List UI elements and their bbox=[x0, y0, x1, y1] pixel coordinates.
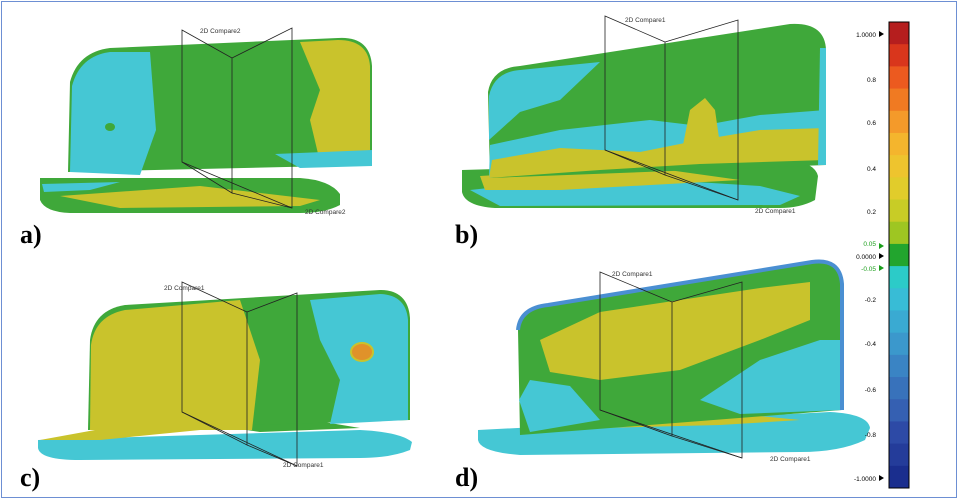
colorbar-segment bbox=[889, 221, 909, 245]
colorbar-segment bbox=[889, 44, 909, 67]
panel-b-compare-plane bbox=[604, 15, 739, 201]
colorbar-zero-label: 0.0000 bbox=[856, 254, 876, 261]
panel-c-compare-label-top: 2D Compare1 bbox=[164, 285, 205, 292]
panel-b-compare-label-top: 2D Compare1 bbox=[625, 17, 666, 24]
panel-d-base bbox=[478, 412, 870, 455]
colorbar-tick-0: 0.8 bbox=[867, 77, 876, 84]
panel-a-compare-label-top: 2D Compare2 bbox=[200, 28, 241, 35]
colorbar-border bbox=[888, 21, 910, 489]
colorbar-segment bbox=[889, 310, 909, 334]
colorbar-segment bbox=[889, 66, 909, 90]
panel-a-base-yellow bbox=[60, 186, 320, 208]
panel-c-base bbox=[38, 430, 412, 460]
colorbar-tick-7: -0.8 bbox=[865, 432, 877, 439]
panel-a-base-cyan bbox=[42, 182, 120, 192]
colorbar-segment bbox=[889, 132, 909, 156]
panel-label-b: b) bbox=[455, 220, 479, 249]
deviation-colorbar bbox=[888, 21, 910, 489]
panel-d-wall-rim bbox=[516, 259, 844, 410]
panel-d-compare-label-top: 2D Compare1 bbox=[612, 271, 653, 278]
panel-a-wall-yellow bbox=[300, 40, 370, 162]
colorbar-segment bbox=[889, 243, 909, 267]
panel-a-spot bbox=[105, 123, 115, 131]
panel-label-c: c) bbox=[20, 463, 41, 492]
colorbar-segment bbox=[889, 399, 909, 422]
colorbar-tick-1: 0.6 bbox=[867, 120, 876, 127]
panel-b-compare-label-bottom: 2D Compare1 bbox=[755, 208, 796, 215]
panel-d-wall-cyan-right bbox=[700, 340, 842, 414]
colorbar-segment bbox=[889, 88, 909, 112]
colorbar-min-label: -1.0000 bbox=[854, 476, 876, 483]
colorbar-segment bbox=[889, 110, 909, 134]
colorbar-segment bbox=[889, 22, 909, 45]
colorbar-segment bbox=[889, 266, 909, 289]
panel-label-a: a) bbox=[20, 220, 42, 249]
panel-c-hotspot bbox=[350, 342, 374, 362]
colorbar-segment bbox=[889, 332, 909, 356]
panel-a-wall-bottom-cyan bbox=[275, 150, 372, 168]
panel-label-d: d) bbox=[455, 463, 479, 492]
panel-b-wall-yellow-peak bbox=[680, 98, 720, 160]
colorbar-max-label: 1.0000 bbox=[856, 32, 876, 39]
colorbar-segment bbox=[889, 354, 909, 378]
colorbar-segment bbox=[889, 421, 909, 445]
panel-d-compare-label-bottom: 2D Compare1 bbox=[770, 456, 811, 463]
panel-d-wall-cyan-left bbox=[519, 380, 600, 432]
panel-c-wall-yellow bbox=[90, 300, 260, 430]
colorbar-arrows bbox=[879, 31, 884, 481]
panel-c-compare-label-bottom: 2D Compare1 bbox=[283, 462, 324, 469]
colorbar-tick-6: -0.6 bbox=[865, 387, 877, 394]
panel-d-model: 2D Compare1 2D Compare1 bbox=[478, 259, 870, 463]
colorbar-tick-2: 0.4 bbox=[867, 166, 876, 173]
panel-d-wall-yellow bbox=[540, 282, 810, 380]
colorbar-segment bbox=[889, 288, 909, 311]
panel-a-model: 2D Compare2 2D Compare2 bbox=[40, 27, 372, 216]
colorbar-tick-4: -0.2 bbox=[865, 297, 877, 304]
panel-c-compare-plane bbox=[181, 281, 298, 467]
panel-c-model: 2D Compare1 2D Compare1 bbox=[38, 281, 412, 469]
panel-a-compare-plane bbox=[181, 27, 293, 209]
colorbar-segment bbox=[889, 155, 909, 178]
colorbar-segment bbox=[889, 199, 909, 223]
colorbar-segment bbox=[889, 177, 909, 201]
panel-b-wall-cyan-top bbox=[489, 62, 600, 140]
colorbar-segment bbox=[889, 377, 909, 400]
panel-a-compare-label-bottom: 2D Compare2 bbox=[305, 209, 346, 216]
panel-b-wall-yellow bbox=[489, 128, 826, 178]
panel-b-wall-edge bbox=[818, 48, 826, 165]
panel-d-compare-plane bbox=[599, 271, 743, 459]
colorbar-neg-tol-label: -0.05 bbox=[861, 266, 876, 273]
colorbar-pos-tol-label: 0.05 bbox=[863, 241, 876, 248]
panel-b-model: 2D Compare1 2D Compare1 bbox=[462, 15, 826, 215]
panel-a-wall-cyan bbox=[70, 52, 156, 175]
colorbar-tick-3: 0.2 bbox=[867, 209, 876, 216]
colorbar-segment bbox=[889, 443, 909, 467]
colorbar-segment bbox=[889, 465, 909, 489]
colorbar-tick-5: -0.4 bbox=[865, 341, 877, 348]
